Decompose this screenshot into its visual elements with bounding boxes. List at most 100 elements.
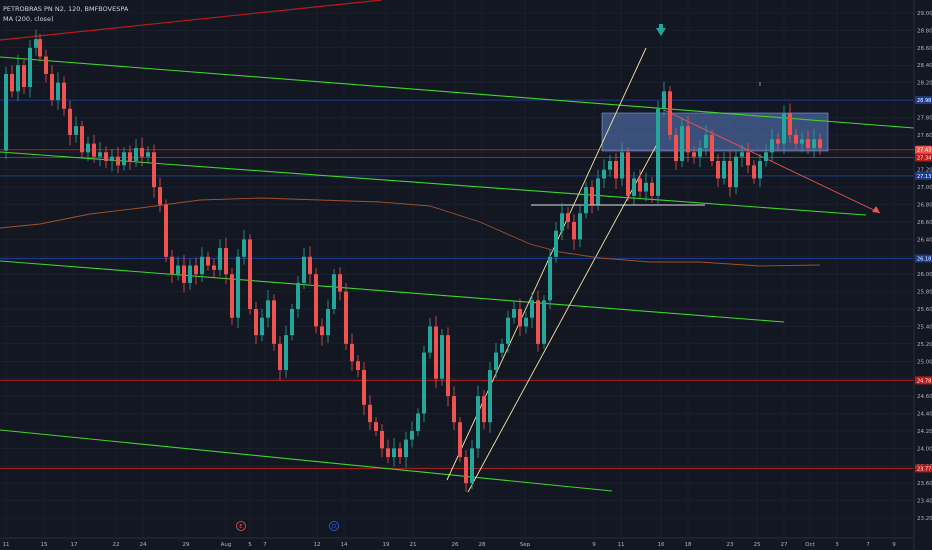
candle-body — [602, 169, 606, 179]
candle-body — [116, 156, 120, 166]
candle-body — [290, 309, 294, 336]
candle-body — [650, 182, 654, 196]
candle-body — [134, 147, 138, 162]
candle-body — [86, 143, 90, 153]
candle-body — [110, 156, 114, 162]
x-tick-label: 19 — [383, 542, 390, 548]
x-tick-label: 16 — [658, 542, 665, 548]
y-tick-label: 25.40 — [917, 324, 932, 330]
price-tag-label: 27.34 — [917, 156, 931, 162]
candle-body — [596, 178, 600, 205]
candle-body — [362, 369, 366, 405]
y-tick-label: 24.20 — [917, 429, 932, 435]
candle-body — [122, 152, 126, 166]
drawings-layer[interactable] — [0, 0, 915, 493]
candle-body — [56, 82, 60, 101]
candle-body — [248, 239, 252, 310]
candle-body — [728, 161, 732, 188]
candle-body — [560, 213, 564, 231]
candle-body — [104, 152, 108, 162]
candle-body — [302, 256, 306, 283]
price-tag-label: 24.78 — [917, 378, 931, 384]
price-tags: 28.98 27.43 27.34 27.13 26.18 24.78 23.77 — [915, 96, 932, 473]
candle-body — [704, 134, 708, 148]
price-tag — [915, 464, 932, 473]
candle-body — [782, 113, 786, 144]
y-tick-label: 28.60 — [917, 46, 932, 52]
candle-body — [4, 73, 8, 151]
y-tick-label: 25.80 — [917, 290, 932, 296]
candle-body — [482, 396, 486, 423]
candle-body — [512, 309, 516, 318]
y-tick-label: 27.80 — [917, 115, 932, 121]
candle-body — [806, 139, 810, 148]
candle-body — [488, 369, 492, 423]
candle-body — [536, 300, 540, 344]
candle-body — [28, 47, 32, 88]
candle-body — [722, 161, 726, 179]
candle-body — [266, 300, 270, 318]
y-tick-label: 23.40 — [917, 499, 932, 505]
candle-body — [44, 56, 48, 74]
earnings-marker[interactable] — [236, 521, 246, 531]
y-tick-label: 23.60 — [917, 481, 932, 487]
time-axis[interactable]: 11 15 17 22 24 29 Aug 5 7 12 14 19 21 26 28 Sep 9 11 16 18 2… — [0, 537, 914, 548]
candle-body — [506, 317, 510, 344]
candle-body — [446, 335, 450, 397]
candle-body — [572, 221, 576, 240]
y-tick-label: 24.40 — [917, 412, 932, 418]
candle-body — [308, 256, 312, 275]
candle-body — [716, 161, 720, 179]
candle-body — [734, 156, 738, 188]
x-tick-label: 29 — [183, 542, 190, 548]
candle-body — [422, 352, 426, 414]
symbol-line[interactable]: PETROBRAS PN N2, 120, BMFBOVESPA — [3, 5, 129, 13]
price-tag — [915, 254, 932, 263]
y-tick-label: 27.60 — [917, 133, 932, 139]
x-tick-label: 23 — [727, 542, 734, 548]
x-tick-label: 27 — [781, 542, 788, 548]
price-tag — [915, 153, 932, 162]
y-tick-label: 26.00 — [917, 272, 932, 278]
candle-body — [332, 274, 336, 310]
candle-body — [230, 274, 234, 318]
price-tag — [915, 376, 932, 385]
candle-body — [752, 165, 756, 179]
y-tick-label: 26.60 — [917, 220, 932, 226]
candle-body — [764, 152, 768, 162]
candle-body — [62, 82, 66, 109]
candle-body — [662, 91, 666, 109]
x-tick-label: 9 — [892, 542, 896, 548]
x-tick-label: 18 — [685, 542, 692, 548]
candle-body — [278, 343, 282, 370]
candle-body — [296, 282, 300, 310]
candle-body — [260, 317, 264, 336]
candle-body — [638, 178, 642, 192]
candle-body — [194, 265, 198, 275]
candle-body — [50, 73, 54, 101]
dividend-marker[interactable] — [329, 521, 339, 531]
candle-body — [740, 152, 744, 157]
candle-body — [590, 187, 594, 205]
y-tick-label: 27.00 — [917, 185, 932, 191]
y-tick-label: 25.20 — [917, 342, 932, 348]
candle-body — [686, 126, 690, 153]
y-tick-label: 25.60 — [917, 307, 932, 313]
x-tick-label: 24 — [140, 542, 147, 548]
chart-legend[interactable]: PETROBRAS PN N2, 120, BMFBOVESPA MA (200… — [3, 4, 128, 24]
candle-body — [170, 256, 174, 275]
candle-body — [16, 65, 20, 92]
candle-body — [542, 300, 546, 344]
x-tick-label: 11 — [618, 542, 625, 548]
candle-body — [284, 335, 288, 370]
indicator-line[interactable]: MA (200, close) — [3, 15, 54, 23]
candle-body — [608, 161, 612, 170]
trend-line-green — [0, 56, 915, 129]
candle-body — [368, 404, 372, 423]
candle-body — [530, 300, 534, 318]
candle-body — [578, 213, 582, 240]
candles-layer — [4, 29, 822, 492]
candle-body — [500, 343, 504, 353]
